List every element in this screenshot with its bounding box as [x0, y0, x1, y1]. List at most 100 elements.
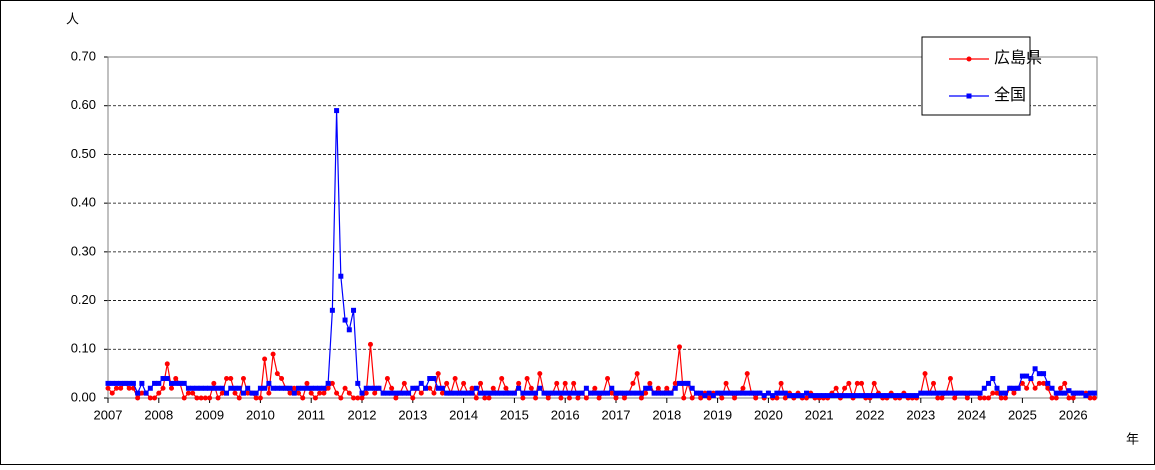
marker [185, 385, 191, 391]
marker [842, 385, 848, 391]
marker [677, 344, 682, 350]
marker [774, 390, 780, 396]
marker [1074, 390, 1080, 396]
x-axis-label: 年 [1126, 431, 1139, 446]
marker [351, 395, 357, 401]
marker [516, 385, 522, 391]
marker [1015, 385, 1021, 391]
marker [545, 395, 551, 401]
marker [516, 380, 522, 386]
marker [935, 390, 941, 396]
marker [1079, 390, 1085, 396]
marker [486, 390, 492, 396]
marker [537, 385, 543, 391]
marker [1066, 395, 1072, 401]
marker [655, 385, 661, 391]
marker [160, 385, 166, 391]
marker [854, 393, 860, 399]
marker [207, 385, 213, 391]
marker [135, 395, 141, 401]
marker [825, 393, 831, 399]
marker [245, 390, 251, 396]
marker [1011, 390, 1017, 396]
x-tick-label: 2008 [144, 407, 173, 422]
marker [791, 393, 797, 399]
marker [842, 393, 848, 399]
marker [105, 385, 111, 391]
marker [490, 390, 496, 396]
marker [943, 390, 949, 396]
marker [588, 390, 594, 396]
marker [681, 380, 687, 386]
marker [804, 395, 809, 401]
marker [296, 390, 301, 396]
marker [630, 380, 636, 386]
marker [236, 395, 242, 401]
marker [740, 385, 746, 391]
marker [287, 385, 293, 391]
marker [621, 390, 627, 396]
marker [990, 390, 996, 396]
marker [528, 385, 534, 391]
marker [672, 385, 678, 391]
marker [626, 390, 632, 396]
marker [719, 390, 725, 396]
marker [448, 390, 454, 396]
marker [1049, 395, 1055, 401]
marker [583, 395, 589, 401]
marker [473, 395, 479, 401]
marker [638, 395, 644, 401]
y-tick-label: 0.40 [71, 195, 96, 210]
marker [630, 390, 636, 396]
marker [228, 385, 234, 391]
marker [317, 385, 323, 391]
marker [507, 390, 513, 396]
marker [880, 393, 886, 399]
marker [647, 385, 653, 391]
marker [613, 390, 619, 396]
marker [926, 390, 932, 396]
marker [1024, 385, 1030, 391]
marker [804, 390, 809, 396]
marker [795, 393, 801, 399]
marker [977, 395, 983, 401]
legend-label: 広島県 [994, 49, 1042, 67]
marker [778, 380, 784, 386]
marker [833, 385, 839, 391]
marker [384, 390, 390, 396]
marker [947, 376, 953, 382]
marker [342, 385, 348, 391]
marker [173, 376, 179, 382]
marker [935, 395, 941, 401]
marker [359, 390, 365, 396]
marker [113, 380, 119, 386]
marker [1049, 385, 1055, 391]
marker [571, 390, 577, 396]
marker [444, 380, 450, 386]
marker [681, 395, 687, 401]
marker [1070, 390, 1076, 396]
marker [105, 380, 111, 386]
marker [723, 380, 729, 386]
marker [812, 393, 818, 399]
marker [266, 380, 272, 386]
marker [181, 395, 187, 401]
x-tick-label: 2009 [195, 407, 224, 422]
marker [389, 390, 395, 396]
marker [706, 390, 712, 396]
marker [1062, 390, 1068, 396]
marker [918, 390, 924, 396]
marker [782, 390, 788, 396]
marker [689, 385, 695, 391]
marker [190, 390, 196, 396]
marker [312, 385, 318, 391]
x-tick-label: 2025 [1008, 407, 1037, 422]
marker [270, 385, 276, 391]
marker [406, 390, 412, 396]
marker [609, 390, 615, 396]
marker [219, 385, 225, 391]
x-tick-label: 2021 [805, 407, 834, 422]
marker [169, 385, 174, 391]
marker [672, 380, 678, 386]
marker [1087, 395, 1093, 401]
